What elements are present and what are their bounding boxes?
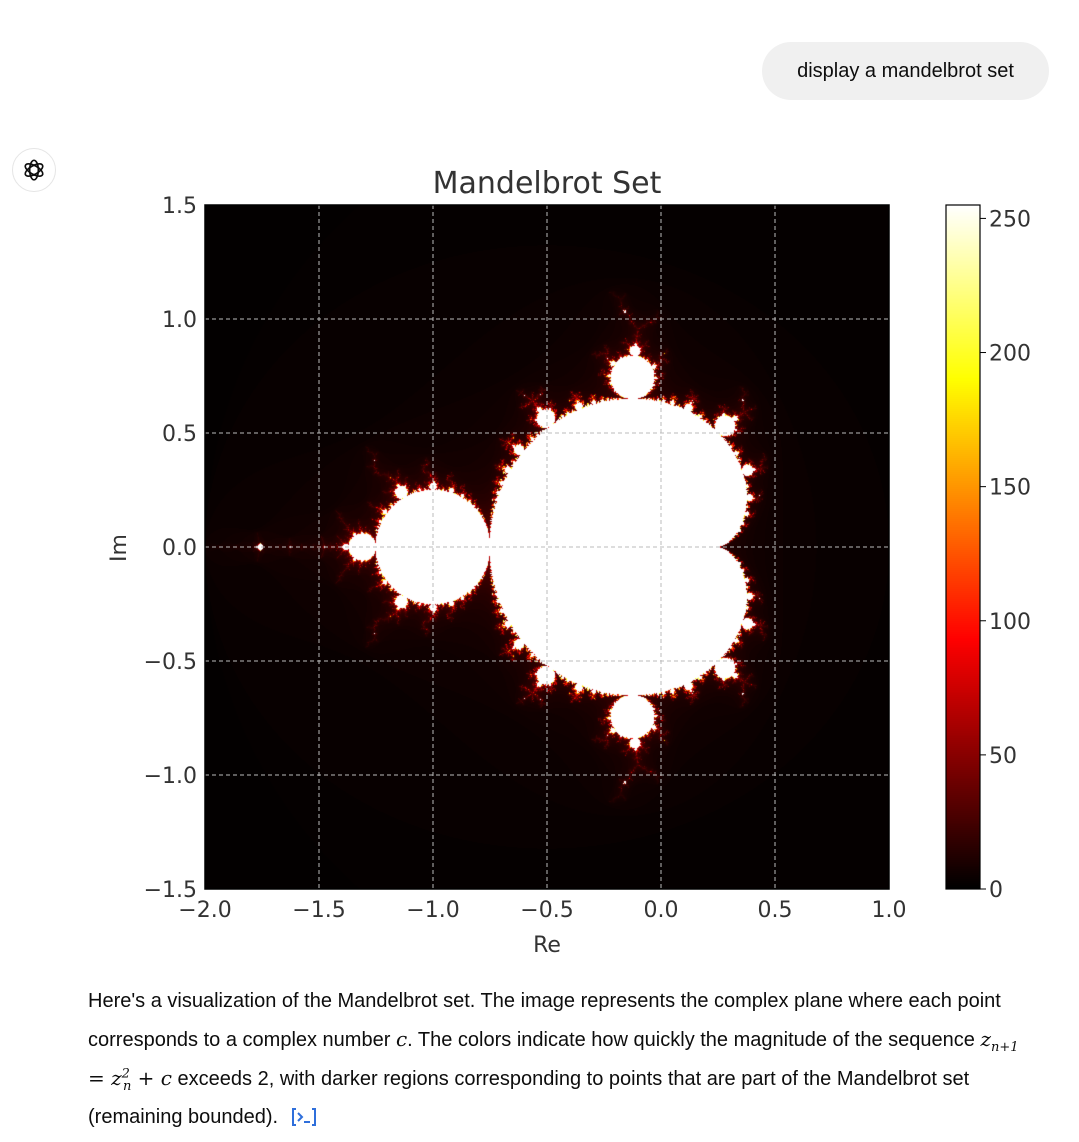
assistant-message-text: Here's a visualization of the Mandelbrot… [88,982,1033,1136]
colorbar-tick-label: 200 [989,342,1031,367]
y-tick-label: 0.5 [162,422,197,447]
eq-sup: 2 [121,1066,130,1082]
x-tick-label: −1.5 [292,898,345,923]
assistant-avatar [12,148,56,192]
x-axis-ticks: −2.0 −1.5 −1.0 −0.5 0.0 0.5 1.0 [178,898,906,923]
colorbar-tick-label: 100 [989,610,1031,635]
y-axis-label: Im [107,534,132,562]
y-tick-label: 1.0 [162,308,197,333]
user-message-bubble: display a mandelbrot set [762,42,1049,100]
eq-sub-2: n [122,1079,132,1094]
caption-text-3: exceeds 2, with darker regions correspon… [88,1068,970,1128]
caption-text-2: . The colors indicate how quickly the ma… [407,1029,981,1051]
y-tick-label: 1.5 [162,194,197,219]
colorbar-gradient [946,205,980,889]
colorbar-ticks: 0 50 100 150 200 250 [980,207,1031,903]
colorbar-tick-label: 0 [989,878,1003,903]
eq-mid: = z [88,1066,122,1090]
caption-var-c: c [395,1027,408,1051]
code-interpreter-icon[interactable] [290,1104,318,1128]
eq-end: + c [131,1066,172,1090]
user-message-text: display a mandelbrot set [797,59,1014,82]
chart-title: Mandelbrot Set [433,166,662,201]
x-tick-label: 0.5 [758,898,793,923]
y-tick-label: −1.0 [144,764,197,789]
x-tick-label: −1.0 [406,898,459,923]
colorbar-tick-label: 250 [989,207,1031,232]
mandelbrot-chart: Mandelbrot Set Im Re −2.0 −1.5 −1.0 −0.5 0.0… [107,166,1031,958]
y-axis-ticks: 1.5 1.0 0.5 0.0 −0.5 −1.0 −1.5 [144,194,197,903]
caption-equation: zn+1 = z2n + c [88,1027,1019,1093]
x-axis-label: Re [533,933,561,958]
x-tick-label: −0.5 [520,898,573,923]
y-tick-label: −0.5 [144,650,197,675]
colorbar-tick-label: 50 [989,744,1017,769]
caption-text-1: Here's a visualization of the Mandelbrot… [88,990,1001,1051]
x-tick-label: 1.0 [872,898,907,923]
eq-sub-1: n+1 [991,1040,1019,1055]
plot-frame [204,204,890,890]
x-tick-label: 0.0 [644,898,679,923]
colorbar-tick-label: 150 [989,476,1031,501]
y-tick-label: 0.0 [162,536,197,561]
y-tick-label: −1.5 [144,878,197,903]
colorbar-frame [945,204,981,890]
x-tick-label: −2.0 [178,898,231,923]
openai-logo-icon [24,159,44,181]
eq-z: z [980,1027,991,1051]
